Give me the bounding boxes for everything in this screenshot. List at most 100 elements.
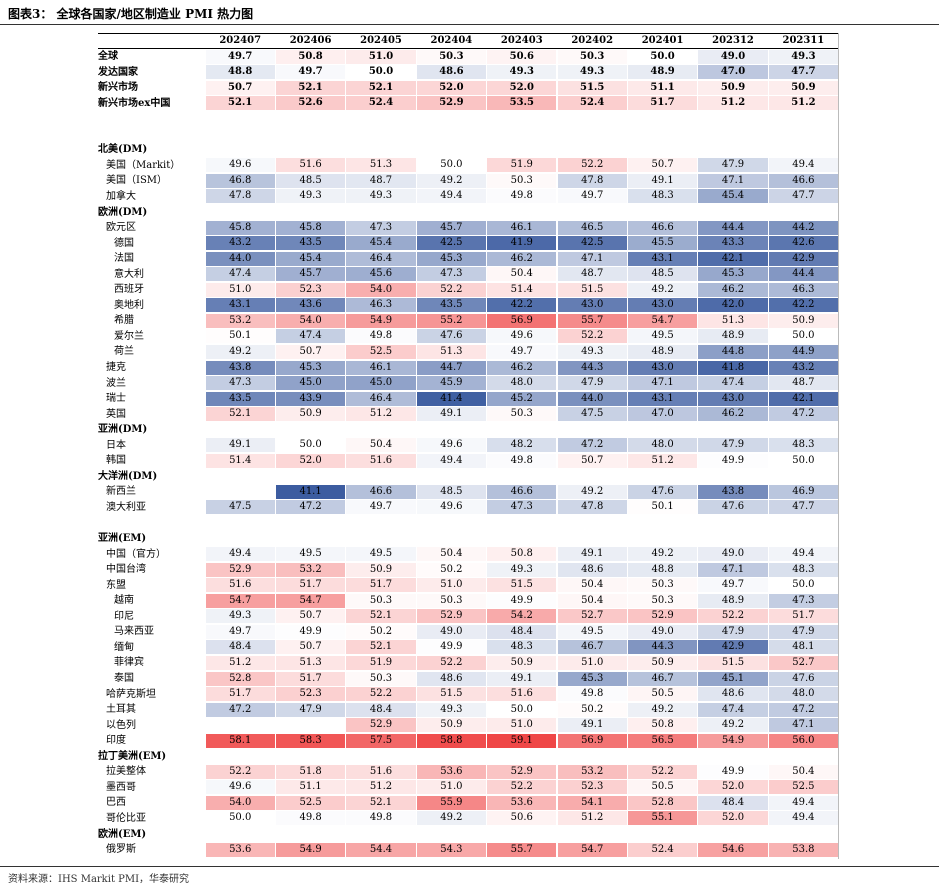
right-rule — [838, 33, 839, 859]
heat-cell: 51.6 — [487, 687, 557, 702]
heat-cell: 51.5 — [557, 282, 627, 297]
row-label: 哥伦比亚 — [106, 812, 146, 824]
heat-cell: 52.6 — [275, 96, 346, 111]
heat-cell: 52.5 — [275, 795, 346, 810]
heat-cell: 50.7 — [205, 80, 275, 95]
row-label: 意大利 — [114, 268, 144, 280]
row-label: 泰国 — [114, 673, 134, 684]
heat-cell: 44.7 — [416, 360, 487, 375]
heat-cell: 56.9 — [557, 733, 627, 748]
heat-cell: 51.6 — [346, 453, 416, 468]
row-label: 荷兰 — [114, 346, 134, 358]
heat-cell: 51.6 — [205, 578, 275, 593]
heat-cell: 50.2 — [346, 624, 416, 639]
heat-cell: 49.3 — [487, 562, 557, 577]
heat-cell: 54.0 — [205, 795, 275, 810]
heat-cell: 49.2 — [416, 173, 487, 188]
heat-cell: 50.0 — [416, 158, 487, 173]
heat-cell: 49.4 — [416, 189, 487, 204]
heat-cell: 41.1 — [275, 484, 346, 499]
heat-cell: 52.2 — [557, 158, 627, 173]
heat-cell: 48.7 — [346, 173, 416, 188]
heat-cell: 51.7 — [627, 96, 698, 111]
group-title: 大洋洲(DM) — [98, 470, 158, 482]
heat-cell: 49.3 — [768, 49, 839, 64]
heat-cell: 49.1 — [557, 718, 627, 733]
heat-cell: 49.3 — [275, 189, 346, 204]
heat-cell: 49.3 — [346, 189, 416, 204]
heat-cell: 49.4 — [768, 158, 839, 173]
heat-cell: 51.9 — [346, 655, 416, 670]
heat-cell: 47.4 — [205, 267, 275, 282]
heat-cell: 47.8 — [205, 189, 275, 204]
table-top-rule — [98, 33, 839, 34]
heat-cell: 47.6 — [768, 671, 839, 686]
heat-cell: 43.1 — [627, 391, 698, 406]
heat-cell: 49.9 — [487, 593, 557, 608]
heat-cell: 53.2 — [557, 764, 627, 779]
heat-cell: 49.2 — [205, 344, 275, 359]
heat-cell: 47.2 — [768, 702, 839, 717]
heat-cell: 50.0 — [768, 453, 839, 468]
heat-cell: 41.4 — [416, 391, 487, 406]
heat-cell: 47.2 — [205, 702, 275, 717]
row-label: 西班牙 — [114, 284, 144, 296]
header-rule — [98, 48, 839, 49]
heat-cell: 45.6 — [346, 267, 416, 282]
heat-cell: 45.4 — [275, 251, 346, 266]
heat-cell: 52.8 — [627, 795, 698, 810]
heat-cell: 52.1 — [346, 795, 416, 810]
heat-cell: 43.1 — [627, 251, 698, 266]
heat-cell: 46.2 — [698, 282, 768, 297]
heat-cell: 44.4 — [768, 267, 839, 282]
heat-cell: 48.6 — [557, 562, 627, 577]
heat-cell: 52.2 — [416, 655, 487, 670]
source-rule — [0, 866, 939, 867]
heat-cell: 50.7 — [275, 609, 346, 624]
heat-cell: 52.2 — [416, 282, 487, 297]
heat-cell: 56.9 — [487, 313, 557, 328]
heat-cell: 53.5 — [487, 96, 557, 111]
heat-cell: 50.2 — [557, 702, 627, 717]
heat-cell: 45.4 — [698, 189, 768, 204]
heat-cell: 59.1 — [487, 733, 557, 748]
heat-cell: 52.2 — [346, 687, 416, 702]
heat-cell: 54.9 — [346, 313, 416, 328]
heat-cell: 44.2 — [768, 220, 839, 235]
heat-cell: 49.8 — [346, 811, 416, 826]
heat-cell: 48.0 — [487, 376, 557, 391]
heat-cell: 50.3 — [627, 593, 698, 608]
heat-cell: 54.7 — [557, 842, 627, 857]
heat-cell: 51.8 — [275, 764, 346, 779]
heat-cell: 47.6 — [698, 500, 768, 515]
heat-cell: 50.7 — [627, 158, 698, 173]
heat-cell: 43.5 — [416, 298, 487, 313]
heat-cell: 50.1 — [627, 500, 698, 515]
heat-cell: 54.0 — [275, 313, 346, 328]
heat-cell: 48.3 — [768, 438, 839, 453]
heat-cell: 52.1 — [205, 407, 275, 422]
group-title: 欧洲(DM) — [98, 206, 148, 218]
heat-cell: 52.7 — [768, 655, 839, 670]
heat-cell: 49.4 — [416, 453, 487, 468]
heat-cell: 49.4 — [768, 795, 839, 810]
row-label: 波兰 — [106, 377, 126, 389]
heat-cell: 49.7 — [557, 189, 627, 204]
heat-cell: 53.2 — [275, 562, 346, 577]
heat-cell: 49.4 — [768, 547, 839, 562]
column-header: 202402 — [571, 35, 614, 46]
heat-cell: 52.3 — [275, 282, 346, 297]
heat-cell: 55.2 — [416, 313, 487, 328]
heat-cell: 52.9 — [205, 562, 275, 577]
heat-cell: 54.7 — [275, 593, 346, 608]
heat-cell: 47.7 — [768, 65, 839, 80]
heat-cell: 45.3 — [416, 251, 487, 266]
heat-cell: 52.1 — [275, 80, 346, 95]
heat-cell: 47.3 — [346, 220, 416, 235]
row-label: 美国（Markit） — [106, 159, 181, 171]
heat-cell: 45.4 — [346, 236, 416, 251]
heat-cell: 54.2 — [487, 609, 557, 624]
heat-cell: 52.4 — [557, 96, 627, 111]
heat-cell: 54.6 — [698, 842, 768, 857]
heat-cell: 48.9 — [698, 329, 768, 344]
